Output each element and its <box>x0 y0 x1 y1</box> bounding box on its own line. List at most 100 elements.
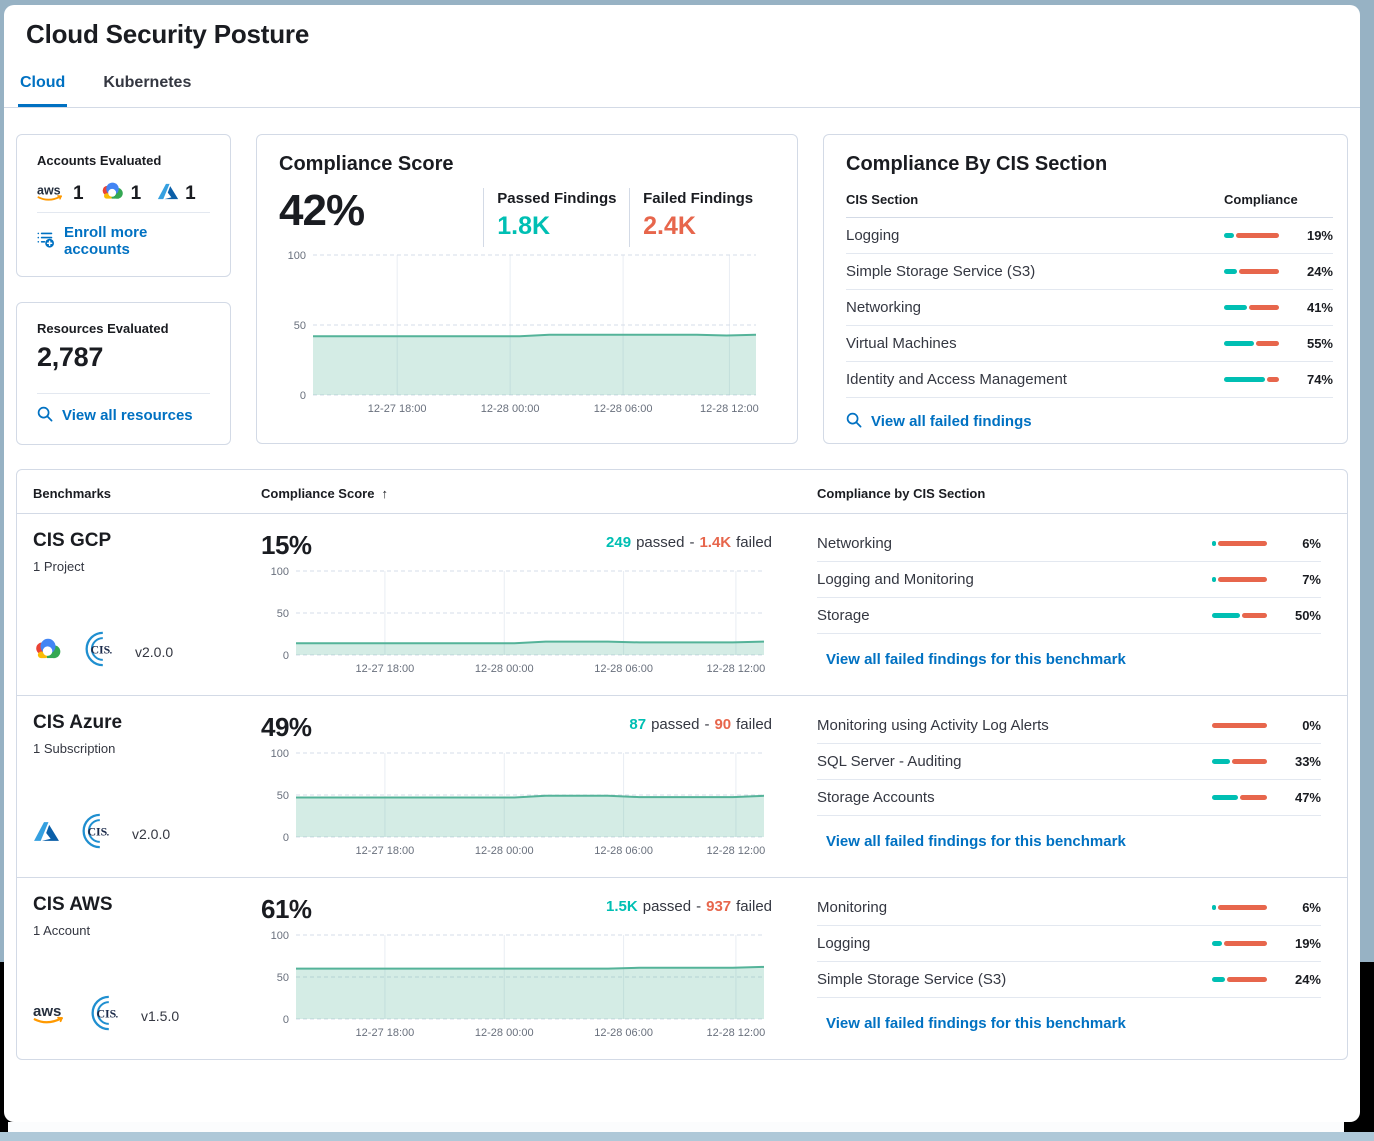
view-failed-findings-benchmark-link[interactable]: View all failed findings for this benchm… <box>817 833 1126 851</box>
compliance-score-title: Compliance Score <box>279 153 454 175</box>
cis-logo-icon: CIS <box>80 630 118 673</box>
passed-count[interactable]: 87 <box>629 716 647 733</box>
enroll-more-accounts-link[interactable]: Enroll more accounts <box>37 224 210 258</box>
cis-section-label: Storage Accounts <box>817 789 935 806</box>
cis-section-label: SQL Server - Auditing <box>817 753 962 770</box>
passed-failed-summary: 87 passed - 90 failed <box>629 716 772 733</box>
sort-ascending-icon: ↑ <box>381 486 388 501</box>
resources-link-label: View all resources <box>62 406 193 424</box>
cis-section-label: Identity and Access Management <box>846 371 1067 388</box>
compliance-score-card: Compliance Score 42% Passed Findings 1.8… <box>256 134 798 444</box>
benchmark-row: CIS AWS 1 Account aws CIS v1.5.0 61% 1.5… <box>17 878 1347 1059</box>
passed-findings-stat: Passed Findings 1.8K <box>483 188 629 247</box>
cis-section-row: Logging and Monitoring 7% <box>817 562 1321 598</box>
passed-count[interactable]: 1.5K <box>606 898 638 915</box>
svg-text:12-28 06:00: 12-28 06:00 <box>594 845 653 857</box>
svg-text:CIS: CIS <box>87 825 107 839</box>
svg-text:50: 50 <box>277 608 289 620</box>
benchmark-name: CIS AWS <box>33 894 113 915</box>
benchmarks-table-header: Benchmarks Compliance Score ↑ Compliance… <box>17 470 1347 514</box>
cis-section-row: Storage Accounts 47% <box>817 780 1321 816</box>
cis-section-label: Logging <box>817 935 871 952</box>
cis-section-row: Monitoring 6% <box>817 890 1321 926</box>
cis-section-row: Logging 19% <box>817 926 1321 962</box>
compliance-percentage: 0% <box>1302 718 1321 733</box>
cis-section-row: Simple Storage Service (S3) 24% <box>846 254 1333 290</box>
summary-side-column: Accounts Evaluated aws 1 1 1 <box>16 134 231 445</box>
benchmark-link-label: View all failed findings for this benchm… <box>826 650 1126 668</box>
cis-section-label: Virtual Machines <box>846 335 957 352</box>
benchmark-account-count: 1 Account <box>33 923 91 938</box>
benchmark-score-header: 15% 249 passed - 1.4K failed <box>261 530 772 561</box>
failed-findings-value[interactable]: 2.4K <box>643 212 696 240</box>
tab-bar: Cloud Kubernetes <box>4 74 1360 108</box>
cis-logo-icon: CIS <box>86 994 124 1037</box>
failed-word: failed <box>736 898 772 915</box>
gcp-logo-icon <box>100 181 125 207</box>
cis-logo-icon: CIS <box>77 812 115 855</box>
passed-failed-summary: 1.5K passed - 937 failed <box>606 898 772 915</box>
cis-link-row: View all failed findings <box>846 412 1333 433</box>
view-failed-findings-benchmark-link[interactable]: View all failed findings for this benchm… <box>817 1015 1126 1033</box>
below-window-strip <box>8 1122 1344 1134</box>
compliance-bar <box>1224 377 1279 382</box>
compliance-percentage: 6% <box>1302 900 1321 915</box>
resources-evaluated-card: Resources Evaluated 2,787 View all resou… <box>16 302 231 445</box>
compliance-bar <box>1212 577 1267 582</box>
tab-cloud[interactable]: Cloud <box>18 74 68 107</box>
compliance-bar <box>1212 541 1267 546</box>
resources-count: 2,787 <box>37 342 104 372</box>
benchmarks-table: Benchmarks Compliance Score ↑ Compliance… <box>16 469 1348 1060</box>
benchmark-version: v1.5.0 <box>141 1007 180 1024</box>
cis-section-row: Simple Storage Service (S3) 24% <box>817 962 1321 998</box>
card-divider <box>37 392 210 394</box>
failed-count[interactable]: 937 <box>706 898 732 915</box>
compliance-percentage: 50% <box>1294 608 1321 623</box>
tab-kubernetes[interactable]: Kubernetes <box>103 74 192 91</box>
provider-account: 1 <box>100 181 141 207</box>
passed-word: passed <box>636 534 685 551</box>
dash-separator: - <box>696 898 702 915</box>
view-all-failed-findings-link[interactable]: View all failed findings <box>846 412 1032 433</box>
benchmark-trend-chart: 0 50 100 12-27 18:00 12-28 00:00 12-28 06:00 1… <box>271 566 766 675</box>
failed-findings-label: Failed Findings <box>643 190 754 207</box>
cis-link-label: View all failed findings <box>871 413 1032 430</box>
svg-text:CIS: CIS <box>90 643 110 657</box>
failed-findings-stat: Failed Findings 2.4K <box>629 188 775 247</box>
benchmark-compliance-score: 15% <box>261 530 312 560</box>
compliance-percentage: 33% <box>1294 754 1321 769</box>
view-all-resources-link[interactable]: View all resources <box>37 406 210 427</box>
passed-count[interactable]: 249 <box>606 534 632 551</box>
cis-section-row: Networking 41% <box>846 290 1333 326</box>
passed-findings-value[interactable]: 1.8K <box>497 212 551 240</box>
cis-section-label: Storage <box>817 607 870 624</box>
view-failed-findings-benchmark-link[interactable]: View all failed findings for this benchm… <box>817 650 1126 669</box>
compliance-score-header-label: Compliance Score <box>261 486 375 501</box>
cis-section-label: Networking <box>846 299 922 316</box>
benchmark-score-header: 61% 1.5K passed - 937 failed <box>261 894 772 925</box>
cis-section-row: Monitoring using Activity Log Alerts 0% <box>817 708 1321 744</box>
cis-section-label: Monitoring <box>817 899 888 916</box>
enroll-accounts-icon <box>37 230 55 253</box>
compliance-score-column-header[interactable]: Compliance Score ↑ <box>261 486 817 501</box>
svg-text:12-28 00:00: 12-28 00:00 <box>475 1027 534 1039</box>
cis-table-header: CIS Section Compliance <box>846 192 1333 218</box>
dash-separator: - <box>689 534 695 551</box>
svg-text:0: 0 <box>283 1014 289 1026</box>
cis-section-label: Networking <box>817 535 893 552</box>
accounts-provider-list: aws 1 1 1 <box>37 181 210 207</box>
benchmark-logos: aws CIS v1.5.0 <box>33 994 261 1041</box>
benchmark-score-cell: 61% 1.5K passed - 937 failed 0 50 100 12-27… <box>261 894 772 1041</box>
benchmark-logos: CIS v2.0.0 <box>33 630 261 677</box>
bottom-window-edge <box>0 1132 1374 1141</box>
compliance-bar <box>1224 305 1279 310</box>
compliance-bar <box>1212 759 1267 764</box>
failed-count[interactable]: 90 <box>714 716 732 733</box>
failed-count[interactable]: 1.4K <box>699 534 732 551</box>
provider-account: 1 <box>157 182 196 206</box>
dash-separator: - <box>704 716 710 733</box>
gcp-logo-icon <box>33 637 63 667</box>
benchmark-version: v2.0.0 <box>135 643 174 660</box>
compliance-bar <box>1212 941 1267 946</box>
benchmark-cis-sections: Networking 6% Logging and Monitoring 7% … <box>817 530 1331 677</box>
